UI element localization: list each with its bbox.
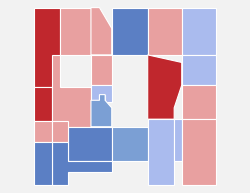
Polygon shape (148, 119, 174, 185)
Polygon shape (68, 127, 112, 161)
Polygon shape (60, 8, 91, 55)
Polygon shape (148, 55, 182, 119)
Polygon shape (34, 121, 52, 142)
Polygon shape (34, 142, 52, 185)
Polygon shape (91, 85, 112, 102)
Polygon shape (174, 119, 182, 161)
Polygon shape (52, 55, 91, 127)
Polygon shape (112, 8, 148, 55)
Polygon shape (182, 8, 216, 55)
Polygon shape (34, 87, 52, 121)
Polygon shape (182, 85, 216, 119)
Polygon shape (91, 55, 112, 85)
Polygon shape (91, 8, 112, 55)
Polygon shape (52, 121, 68, 142)
Polygon shape (182, 119, 216, 185)
Polygon shape (112, 127, 148, 161)
Polygon shape (182, 55, 216, 85)
Polygon shape (34, 8, 60, 87)
Polygon shape (52, 142, 112, 185)
Polygon shape (148, 8, 182, 55)
Polygon shape (91, 95, 112, 127)
